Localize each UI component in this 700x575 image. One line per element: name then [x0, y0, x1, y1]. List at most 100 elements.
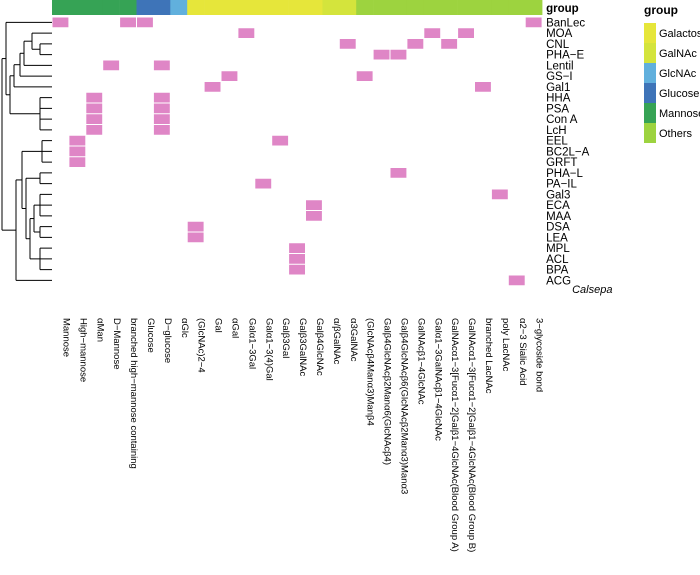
annotation-cell [204, 0, 222, 15]
row-label: CNL [546, 39, 570, 51]
heatmap-cell [508, 275, 525, 286]
row-dendrogram [1, 21, 52, 281]
column-label: Galβ4GlcNAcβ6(GlcNAcβ2Manα3)Manα3 [398, 318, 409, 494]
annotation-cell [440, 0, 458, 15]
heatmap-cell [120, 17, 136, 28]
column-label: High−mannose [77, 318, 88, 382]
annotation-cell [153, 0, 171, 15]
extra-row-label: Calsepa [572, 284, 612, 296]
row-label: LEA [546, 232, 568, 244]
row-label: PHA−E [546, 50, 584, 62]
heatmap-cell [69, 146, 86, 157]
column-label: Mannose [60, 318, 71, 357]
row-label: Gal3 [546, 189, 570, 201]
annotation-cell [322, 0, 340, 15]
annotation-cell [85, 0, 103, 15]
annotation-cell [305, 0, 323, 15]
annotation-title: group [546, 3, 579, 15]
legend-swatch [644, 63, 656, 83]
row-label: Lentil [546, 60, 574, 72]
legend-label: Glucose [659, 88, 699, 100]
row-label: BC2L−A [546, 146, 589, 158]
row-label: BanLec [546, 17, 585, 29]
heatmap-cell [69, 157, 86, 167]
row-label: DSA [546, 222, 570, 234]
row-label: PSA [546, 103, 569, 115]
heatmap-cell [86, 92, 103, 103]
heatmap-cell [153, 114, 170, 124]
heatmap-cell [137, 17, 153, 28]
heatmap-cell [69, 135, 86, 146]
annotation-cell [390, 0, 408, 15]
legend-swatch [644, 43, 656, 63]
heatmap-cell [475, 82, 491, 92]
heatmap-cell [339, 39, 356, 49]
annotation-cell [102, 0, 120, 15]
annotation-cell [373, 0, 391, 15]
annotation-cell [221, 0, 239, 15]
row-label: BPA [546, 265, 568, 277]
annotation-cell [170, 0, 188, 15]
heatmap-cell [390, 168, 407, 178]
annotation-cell [474, 0, 492, 15]
column-label: α3GalNAc [348, 318, 359, 362]
annotation-cell [457, 0, 475, 15]
legend-label: Mannose [659, 108, 700, 120]
column-label: GalNAcβ1−4GlcNAc [415, 318, 426, 405]
heatmap-cell [153, 92, 170, 103]
legend: group Galactose GalNAc GlcNAc Glucose Mannos… [644, 3, 700, 143]
heatmap-cell [289, 243, 305, 253]
row-label: ACG [546, 275, 571, 287]
heatmap-cell [356, 71, 373, 81]
column-labels: Mannose High−mannose αMan D−Mannose branched… [60, 318, 544, 552]
column-label: D−Mannose [111, 318, 122, 370]
heatmap-cell [153, 125, 170, 135]
column-label: GalNAcα1−3[Fucα1−2]Galβ1−4GlcNAc(Blood G… [449, 318, 460, 552]
column-label: branched high−mannose containing [128, 318, 139, 469]
heatmap-cell [86, 114, 103, 124]
heatmap-cell [525, 17, 542, 28]
column-label: 3−glycoside bond [534, 318, 545, 392]
heatmap-cell [458, 28, 474, 38]
heatmap-cell [373, 49, 390, 60]
annotation-cell [237, 0, 256, 15]
column-label: Galα1−3(4)Gal [263, 318, 274, 381]
annotation-cell [525, 0, 543, 15]
annotation-cell [52, 0, 70, 15]
heatmap-cell [289, 264, 305, 275]
column-label: (GlcNAc)2−4 [196, 318, 207, 373]
row-label: EEL [546, 136, 568, 148]
row-label: Gal1 [546, 82, 570, 94]
heatmap-cell [407, 39, 424, 49]
legend-swatch [644, 23, 656, 43]
annotation-cell [119, 0, 137, 15]
legend-swatch [644, 123, 656, 143]
annotation-cell [187, 0, 205, 15]
annotation-cell [68, 0, 87, 15]
legend-swatch [644, 103, 656, 123]
row-label: LcH [546, 125, 566, 137]
heatmap-cell [52, 17, 69, 28]
row-label: MPL [546, 243, 570, 255]
column-label: Gal [213, 318, 224, 333]
heatmap-cell [306, 200, 322, 210]
legend-label: GlcNAc [659, 68, 697, 80]
column-label: Galβ3GalNAc [297, 318, 308, 377]
column-label: Galα1−3Gal [246, 318, 257, 369]
row-label: ECA [546, 200, 570, 212]
column-label: (GlcNAcβ4Manα3)Manβ4 [365, 318, 376, 426]
column-label: α2−3 Sialic Acid [517, 318, 528, 386]
annotation-cell [508, 0, 526, 15]
heatmap-cell [272, 135, 289, 146]
column-label: α/βGalNAc [331, 318, 342, 365]
row-label: ACL [546, 254, 569, 266]
column-label: Galβ4GlcNAcβ2Manα6(GlcNAcβ4) [382, 318, 393, 465]
row-label: MAA [546, 211, 571, 223]
column-label: αGlc [179, 318, 190, 338]
column-label: GalNAcα1−3[Fucα1−2]Galβ1−4GlcNAc(Blood G… [466, 318, 477, 552]
heatmap-cell [204, 82, 221, 92]
row-label: Con A [546, 114, 578, 126]
legend-label: Others [659, 128, 693, 140]
heatmap-cell [153, 103, 170, 114]
